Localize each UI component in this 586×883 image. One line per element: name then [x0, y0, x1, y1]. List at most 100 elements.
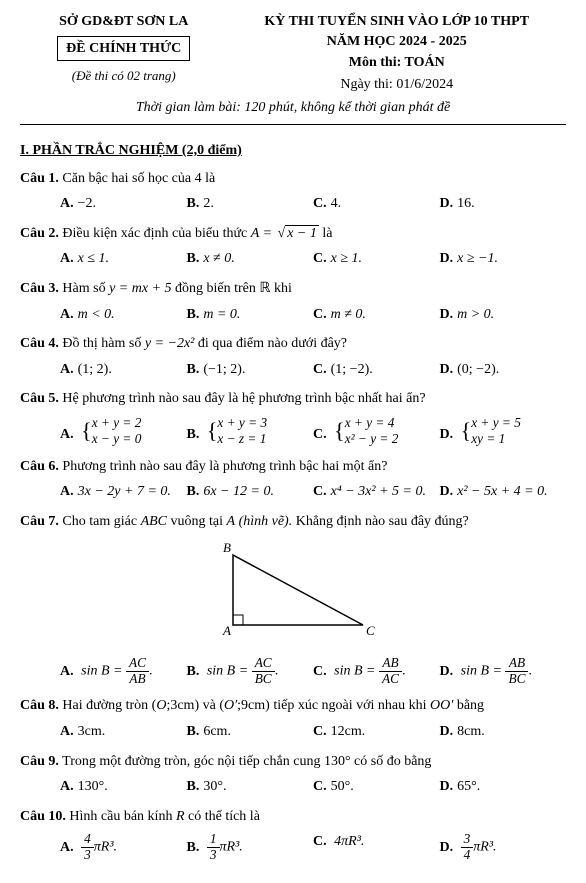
q5-opt-b: B. {x + y = 3x − z = 1 — [187, 413, 314, 449]
q4-label: Câu 4. — [20, 336, 59, 351]
q3-label: Câu 3. — [20, 281, 59, 296]
q2-expr: A = x − 1 — [251, 226, 319, 241]
question-7: Câu 7. Cho tam giác ABC vuông tại A (hìn… — [20, 512, 566, 532]
q9-options: A.130°. B.30°. C.50°. D.65°. — [60, 775, 566, 799]
question-3: Câu 3. Hàm số y = mx + 5 đồng biến trên … — [20, 279, 566, 299]
svg-text:A: A — [222, 623, 231, 638]
q9-opt-d: D.65°. — [440, 775, 567, 799]
q10-options: A. 43πR³. B. 13πR³. C. 4πR³. D. 34πR³. — [60, 830, 566, 864]
q5-label: Câu 5. — [20, 391, 59, 406]
q3-opt-d: D.m > 0. — [440, 303, 567, 327]
q7-opt-c: C. sin B = ABAC. — [313, 654, 440, 688]
q4-text-pre: Đồ thị hàm số — [62, 336, 144, 351]
q2-label: Câu 2. — [20, 226, 59, 241]
q9-text: Trong một đường tròn, góc nội tiếp chắn … — [62, 754, 431, 769]
q6-opt-b: B.6x − 12 = 0. — [187, 480, 314, 504]
section-1-title: I. PHẦN TRẮC NGHIỆM (2,0 điểm) — [20, 141, 566, 161]
exam-date: Ngày thi: 01/6/2024 — [227, 75, 566, 95]
q3-text-post: đồng biến trên ℝ khi — [175, 281, 292, 296]
q3-expr: y = mx + 5 — [109, 281, 171, 296]
q2-opt-a: A.x ≤ 1. — [60, 247, 187, 271]
question-6: Câu 6. Phương trình nào sau đây là phươn… — [20, 457, 566, 477]
q5-opt-d: D. {x + y = 5xy = 1 — [440, 413, 567, 449]
q8-opt-c: C.12cm. — [313, 720, 440, 744]
q7-label: Câu 7. — [20, 514, 59, 529]
q6-text: Phương trình nào sau đây là phương trình… — [62, 459, 387, 474]
q9-opt-c: C.50°. — [313, 775, 440, 799]
q10-label: Câu 10. — [20, 809, 66, 824]
q4-options: A.(1; 2). B.(−1; 2). C.(1; −2). D.(0; −2… — [60, 358, 566, 382]
q2-options: A.x ≤ 1. B.x ≠ 0. C.x ≥ 1. D.x ≥ −1. — [60, 247, 566, 271]
svg-text:C: C — [366, 623, 375, 638]
q1-opt-d: D.16. — [440, 192, 567, 216]
q4-text-post: đi qua điểm nào dưới đây? — [198, 336, 347, 351]
header-right: KỲ THI TUYỂN SINH VÀO LỚP 10 THPT NĂM HỌ… — [227, 12, 566, 94]
q2-text-post: là — [322, 226, 332, 241]
q2-opt-c: C.x ≥ 1. — [313, 247, 440, 271]
official-box: ĐỀ CHÍNH THỨC — [57, 36, 190, 62]
question-9: Câu 9. Trong một đường tròn, góc nội tiế… — [20, 752, 566, 772]
q3-opt-b: B.m = 0. — [187, 303, 314, 327]
question-10: Câu 10. Hình cầu bán kính R có thể tích … — [20, 807, 566, 827]
q8-opt-a: A.3cm. — [60, 720, 187, 744]
q1-opt-c: C.4. — [313, 192, 440, 216]
q8-opt-d: D.8cm. — [440, 720, 567, 744]
q4-opt-a: A.(1; 2). — [60, 358, 187, 382]
exam-subject: Môn thi: TOÁN — [227, 53, 566, 73]
q8-options: A.3cm. B.6cm. C.12cm. D.8cm. — [60, 720, 566, 744]
q1-text: Căn bậc hai số học của 4 là — [62, 171, 215, 186]
q7-triangle-figure: A B C — [20, 540, 566, 647]
q1-label: Câu 1. — [20, 171, 59, 186]
q7-options: A. sin B = ACAB. B. sin B = ACBC. C. sin… — [60, 654, 566, 688]
header-left: SỞ GD&ĐT SƠN LA ĐỀ CHÍNH THỨC (Đề thi có… — [20, 12, 227, 94]
exam-duration: Thời gian làm bài: 120 phút, không kể th… — [20, 98, 566, 118]
q3-options: A.m < 0. B.m = 0. C.m ≠ 0. D.m > 0. — [60, 303, 566, 327]
q10-opt-b: B. 13πR³. — [187, 830, 314, 864]
q7-opt-d: D. sin B = ABBC. — [440, 654, 567, 688]
org-name: SỞ GD&ĐT SƠN LA — [20, 12, 227, 32]
question-8: Câu 8. Hai đường tròn (O;3cm) và (O′;9cm… — [20, 696, 566, 716]
q10-opt-c: C. 4πR³. — [313, 830, 440, 864]
exam-year: NĂM HỌC 2024 - 2025 — [227, 32, 566, 52]
q5-opt-a: A. {x + y = 2x − y = 0 — [60, 413, 187, 449]
q7-opt-a: A. sin B = ACAB. — [60, 654, 187, 688]
q2-text-pre: Điều kiện xác định của biểu thức — [62, 226, 250, 241]
q4-opt-b: B.(−1; 2). — [187, 358, 314, 382]
q3-text-pre: Hàm số — [62, 281, 109, 296]
q10-opt-d: D. 34πR³. — [440, 830, 567, 864]
q4-opt-d: D.(0; −2). — [440, 358, 567, 382]
q4-expr: y = −2x² — [145, 336, 195, 351]
q9-opt-b: B.30°. — [187, 775, 314, 799]
q8-opt-b: B.6cm. — [187, 720, 314, 744]
q8-label: Câu 8. — [20, 698, 59, 713]
q6-label: Câu 6. — [20, 459, 59, 474]
question-1: Câu 1. Căn bậc hai số học của 4 là — [20, 169, 566, 189]
q6-opt-c: C.x⁴ − 3x² + 5 = 0. — [313, 480, 440, 504]
header-divider — [20, 124, 566, 125]
question-2: Câu 2. Điều kiện xác định của biểu thức … — [20, 224, 566, 244]
q7-text-pre: Cho tam giác — [62, 514, 140, 529]
q6-opt-d: D.x² − 5x + 4 = 0. — [440, 480, 567, 504]
q3-opt-c: C.m ≠ 0. — [313, 303, 440, 327]
q9-label: Câu 9. — [20, 754, 59, 769]
triangle-svg: A B C — [203, 540, 383, 640]
question-4: Câu 4. Đồ thị hàm số y = −2x² đi qua điể… — [20, 334, 566, 354]
q4-opt-c: C.(1; −2). — [313, 358, 440, 382]
q10-opt-a: A. 43πR³. — [60, 830, 187, 864]
q2-opt-d: D.x ≥ −1. — [440, 247, 567, 271]
question-5: Câu 5. Hệ phương trình nào sau đây là hệ… — [20, 389, 566, 409]
page-count: (Đề thi có 02 trang) — [20, 67, 227, 85]
svg-text:B: B — [223, 540, 231, 555]
q6-options: A.3x − 2y + 7 = 0. B.6x − 12 = 0. C.x⁴ −… — [60, 480, 566, 504]
q1-opt-a: A.−2. — [60, 192, 187, 216]
q5-opt-c: C. {x + y = 4x² − y = 2 — [313, 413, 440, 449]
q7-opt-b: B. sin B = ACBC. — [187, 654, 314, 688]
q5-text: Hệ phương trình nào sau đây là hệ phương… — [62, 391, 425, 406]
q5-options: A. {x + y = 2x − y = 0 B. {x + y = 3x − … — [60, 413, 566, 449]
q3-opt-a: A.m < 0. — [60, 303, 187, 327]
q2-opt-b: B.x ≠ 0. — [187, 247, 314, 271]
q6-opt-a: A.3x − 2y + 7 = 0. — [60, 480, 187, 504]
q1-opt-b: B.2. — [187, 192, 314, 216]
exam-header: SỞ GD&ĐT SƠN LA ĐỀ CHÍNH THỨC (Đề thi có… — [20, 12, 566, 94]
exam-title: KỲ THI TUYỂN SINH VÀO LỚP 10 THPT — [227, 12, 566, 32]
